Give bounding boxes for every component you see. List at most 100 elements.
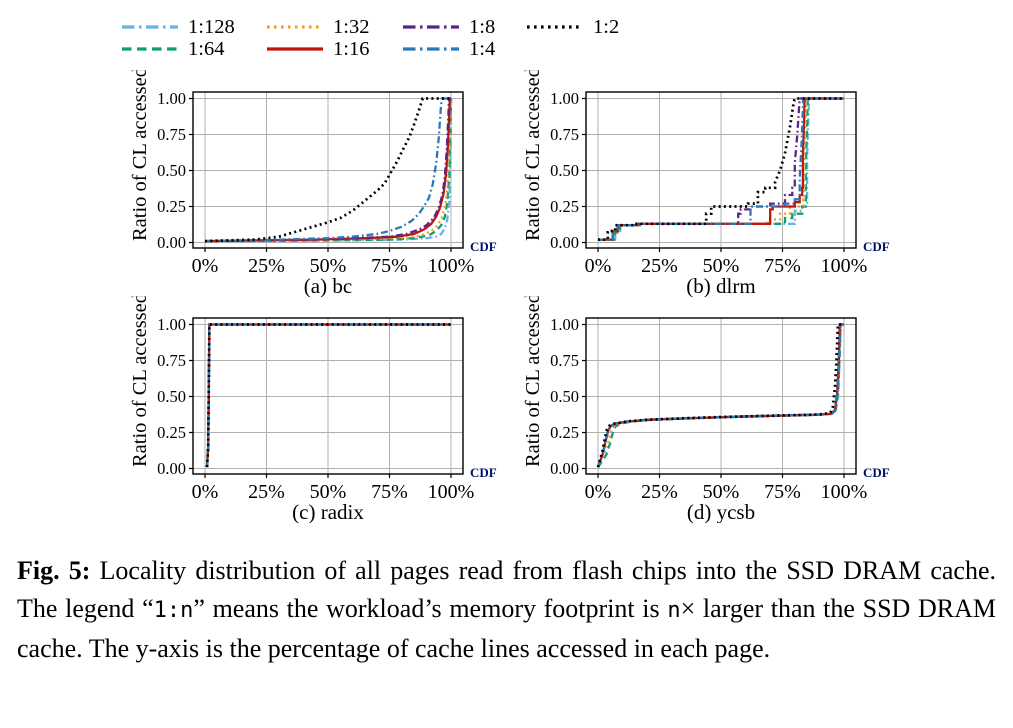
legend-label: 1:2 xyxy=(593,15,620,38)
x-tick-label: 25% xyxy=(641,481,678,503)
legend-label: 1:64 xyxy=(188,37,225,60)
chart-canvas: 0.00 0.25 0.50 0.75 1.00 0% 25% 50% 75% 100% (c) r… xyxy=(129,293,497,524)
caption-segment-normal: ” means the workload’s memory footprint … xyxy=(193,594,668,623)
series-line-1-16 xyxy=(205,323,451,468)
y-axis-label: Ratio of CL accessed xyxy=(129,70,151,241)
chart-canvas: 0.00 0.25 0.50 0.75 1.00 0% 25% 50% 75% 100% (b) d… xyxy=(522,67,890,298)
series-line-1-64 xyxy=(598,97,844,241)
y-tick-label: 0.75 xyxy=(157,125,186,144)
x-tick-label: 75% xyxy=(371,481,408,503)
chart-canvas: 0.00 0.25 0.50 0.75 1.00 0% 25% 50% 75% 100% (d) y… xyxy=(522,293,890,524)
y-tick-label: 0.00 xyxy=(550,233,579,252)
y-tick-label: 0.75 xyxy=(550,125,579,144)
y-tick-label: 0.00 xyxy=(157,233,186,252)
legend-label: 1:4 xyxy=(469,37,496,60)
x-tick-label: 100% xyxy=(821,255,868,277)
legend-item-1-128: 1:128 xyxy=(122,15,235,39)
legend-item-1-4: 1:4 xyxy=(403,37,495,61)
y-tick-label: 1.00 xyxy=(550,315,579,334)
y-tick-label: 1.00 xyxy=(157,89,186,108)
x-axis-corner-label: CDF xyxy=(863,239,890,254)
x-tick-label: 25% xyxy=(248,255,285,277)
caption-segment-mono: 1:n xyxy=(153,598,194,623)
series-line-1-2 xyxy=(205,323,451,468)
y-tick-label: 0.50 xyxy=(550,161,579,180)
x-tick-label: 75% xyxy=(764,481,801,503)
legend-item-1-64: 1:64 xyxy=(122,37,224,61)
caption-segment-mono: n xyxy=(667,598,681,623)
y-tick-label: 1.00 xyxy=(157,315,186,334)
y-tick-label: 0.25 xyxy=(157,197,186,216)
legend-item-1-2: 1:2 xyxy=(527,15,619,39)
x-tick-label: 100% xyxy=(428,255,475,277)
y-axis-label: Ratio of CL accessed xyxy=(129,296,151,467)
caption-segment-normal: Locality distribution of all pages read … xyxy=(17,556,996,623)
y-axis-label: Ratio of CL accessed xyxy=(522,70,544,241)
y-tick-label: 0.75 xyxy=(550,351,579,370)
x-tick-label: 0% xyxy=(192,255,219,277)
legend-label: 1:32 xyxy=(333,15,370,38)
subplot-c-radix: 0.00 0.25 0.50 0.75 1.00 0% 25% 50% 75% 100% (c) r… xyxy=(100,293,511,528)
y-tick-label: 0.50 xyxy=(157,387,186,406)
legend-line-sample-icon xyxy=(267,25,323,29)
series-line-1-8 xyxy=(205,323,451,468)
y-tick-label: 0.50 xyxy=(157,161,186,180)
x-tick-label: 50% xyxy=(310,481,347,503)
series-line-1-128 xyxy=(598,97,844,241)
legend-line-sample-icon xyxy=(403,25,459,29)
legend-item-1-32: 1:32 xyxy=(267,15,369,39)
legend-line-sample-icon xyxy=(403,47,459,51)
x-tick-label: 75% xyxy=(371,255,408,277)
y-tick-label: 0.50 xyxy=(550,387,579,406)
x-tick-label: 50% xyxy=(703,255,740,277)
series-line-1-8 xyxy=(204,97,451,243)
x-tick-label: 25% xyxy=(248,481,285,503)
legend-label: 1:128 xyxy=(188,15,235,38)
plot-border xyxy=(585,91,857,249)
plot-border xyxy=(585,317,857,475)
series-line-1-4 xyxy=(598,97,844,241)
caption-segment-bold: Fig. 5: xyxy=(17,556,91,585)
x-axis-corner-label: CDF xyxy=(863,465,890,480)
legend-item-1-8: 1:8 xyxy=(403,15,495,39)
subplot-a-bc: 0.00 0.25 0.50 0.75 1.00 0% 25% 50% 75% 100% (a) b… xyxy=(100,67,511,302)
series-line-1-16 xyxy=(204,97,451,243)
y-tick-label: 0.25 xyxy=(550,197,579,216)
legend-line-sample-icon xyxy=(267,47,323,51)
y-tick-label: 0.75 xyxy=(157,351,186,370)
subplot-b-dlrm: 0.00 0.25 0.50 0.75 1.00 0% 25% 50% 75% 100% (b) d… xyxy=(493,67,904,302)
series-line-1-64 xyxy=(205,323,451,468)
y-tick-label: 0.00 xyxy=(157,459,186,478)
figure-caption: Fig. 5: Locality distribution of all pag… xyxy=(17,552,996,668)
legend-item-1-16: 1:16 xyxy=(267,37,369,61)
legend-line-sample-icon xyxy=(122,47,178,51)
x-tick-label: 50% xyxy=(703,481,740,503)
x-tick-label: 50% xyxy=(310,255,347,277)
x-tick-label: 75% xyxy=(764,255,801,277)
series-line-1-4 xyxy=(205,323,451,468)
x-tick-label: 0% xyxy=(585,481,612,503)
x-tick-label: 100% xyxy=(428,481,475,503)
series-line-1-128 xyxy=(205,323,451,468)
legend-line-sample-icon xyxy=(122,25,178,29)
series-line-1-32 xyxy=(596,323,844,468)
chart-canvas: 0.00 0.25 0.50 0.75 1.00 0% 25% 50% 75% 100% (a) b… xyxy=(129,67,497,298)
x-tick-label: 0% xyxy=(585,255,612,277)
x-tick-label: 0% xyxy=(192,481,219,503)
x-axis-corner-label: CDF xyxy=(470,239,497,254)
y-tick-label: 0.25 xyxy=(550,423,579,442)
subplot-title: (b) dlrm xyxy=(686,274,755,297)
x-tick-label: 100% xyxy=(821,481,868,503)
subplot-title: (a) bc xyxy=(304,274,352,297)
y-tick-label: 0.25 xyxy=(157,423,186,442)
subplot-title: (d) ycsb xyxy=(687,500,755,523)
legend-label: 1:8 xyxy=(469,15,496,38)
y-axis-label: Ratio of CL accessed xyxy=(522,296,544,467)
y-tick-label: 0.00 xyxy=(550,459,579,478)
legend-label: 1:16 xyxy=(333,37,370,60)
x-tick-label: 25% xyxy=(641,255,678,277)
y-tick-label: 1.00 xyxy=(550,89,579,108)
plot-border xyxy=(192,317,464,475)
x-axis-corner-label: CDF xyxy=(470,465,497,480)
